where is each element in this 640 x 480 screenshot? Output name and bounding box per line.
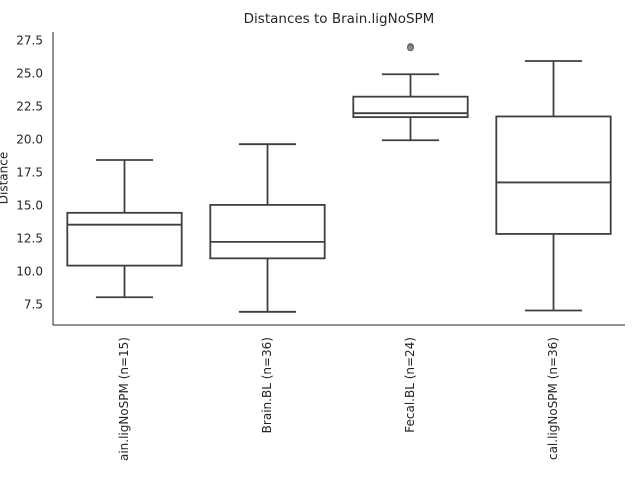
y-tick-label: 27.5 — [16, 34, 43, 48]
chart-title: Distances to Brain.ligNoSPM — [244, 11, 435, 27]
box — [352, 95, 469, 119]
flier — [407, 44, 414, 52]
x-tick-label: cal.ligNoSPM (n=36) — [546, 337, 560, 460]
y-tick-label: 22.5 — [16, 100, 43, 114]
y-tick-label: 20.0 — [16, 133, 43, 147]
y-tick-label: 7.5 — [24, 298, 43, 312]
y-tick-label: 15.0 — [16, 199, 43, 213]
y-tick-label: 25.0 — [16, 67, 43, 81]
x-tick-label: Brain.BL (n=36) — [260, 337, 274, 433]
x-tick-label: Fecal.BL (n=24) — [403, 337, 417, 433]
y-tick-label: 17.5 — [16, 166, 43, 180]
x-tick-label: ain.ligNoSPM (n=15) — [117, 337, 131, 461]
y-tick-label: 10.0 — [16, 265, 43, 279]
y-tick-label: 12.5 — [16, 232, 43, 246]
box — [209, 203, 326, 260]
box — [66, 211, 183, 267]
box — [495, 115, 612, 235]
y-axis-label: Distance — [0, 152, 11, 204]
